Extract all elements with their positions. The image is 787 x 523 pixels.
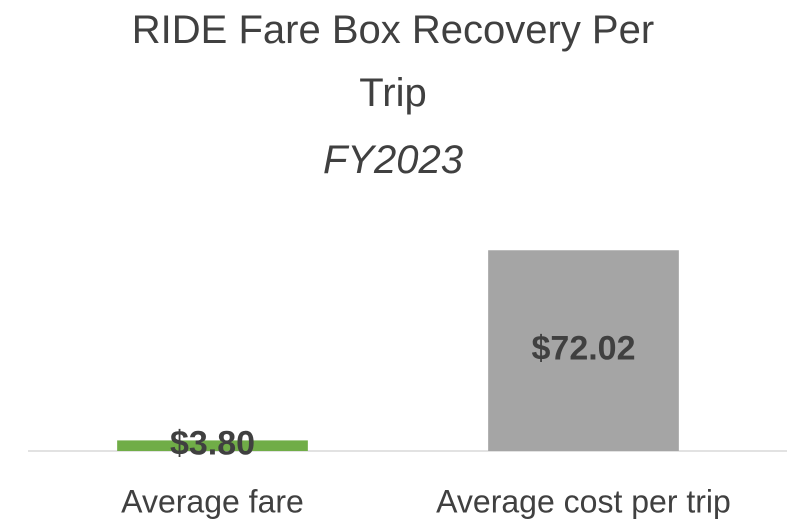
bar [488,250,679,451]
x-tick-label: Average cost per trip [436,483,731,519]
bar [117,440,308,451]
titles: RIDE Fare Box Recovery Per Trip FY2023 [93,0,693,192]
x-tick-label: Average fare [121,483,304,519]
chart-subtitle: FY2023 [322,138,464,182]
value-label: $72.02 [532,330,636,368]
value-label: $3.80 [170,425,255,463]
chart-title: RIDE Fare Box Recovery Per Trip [131,8,655,115]
